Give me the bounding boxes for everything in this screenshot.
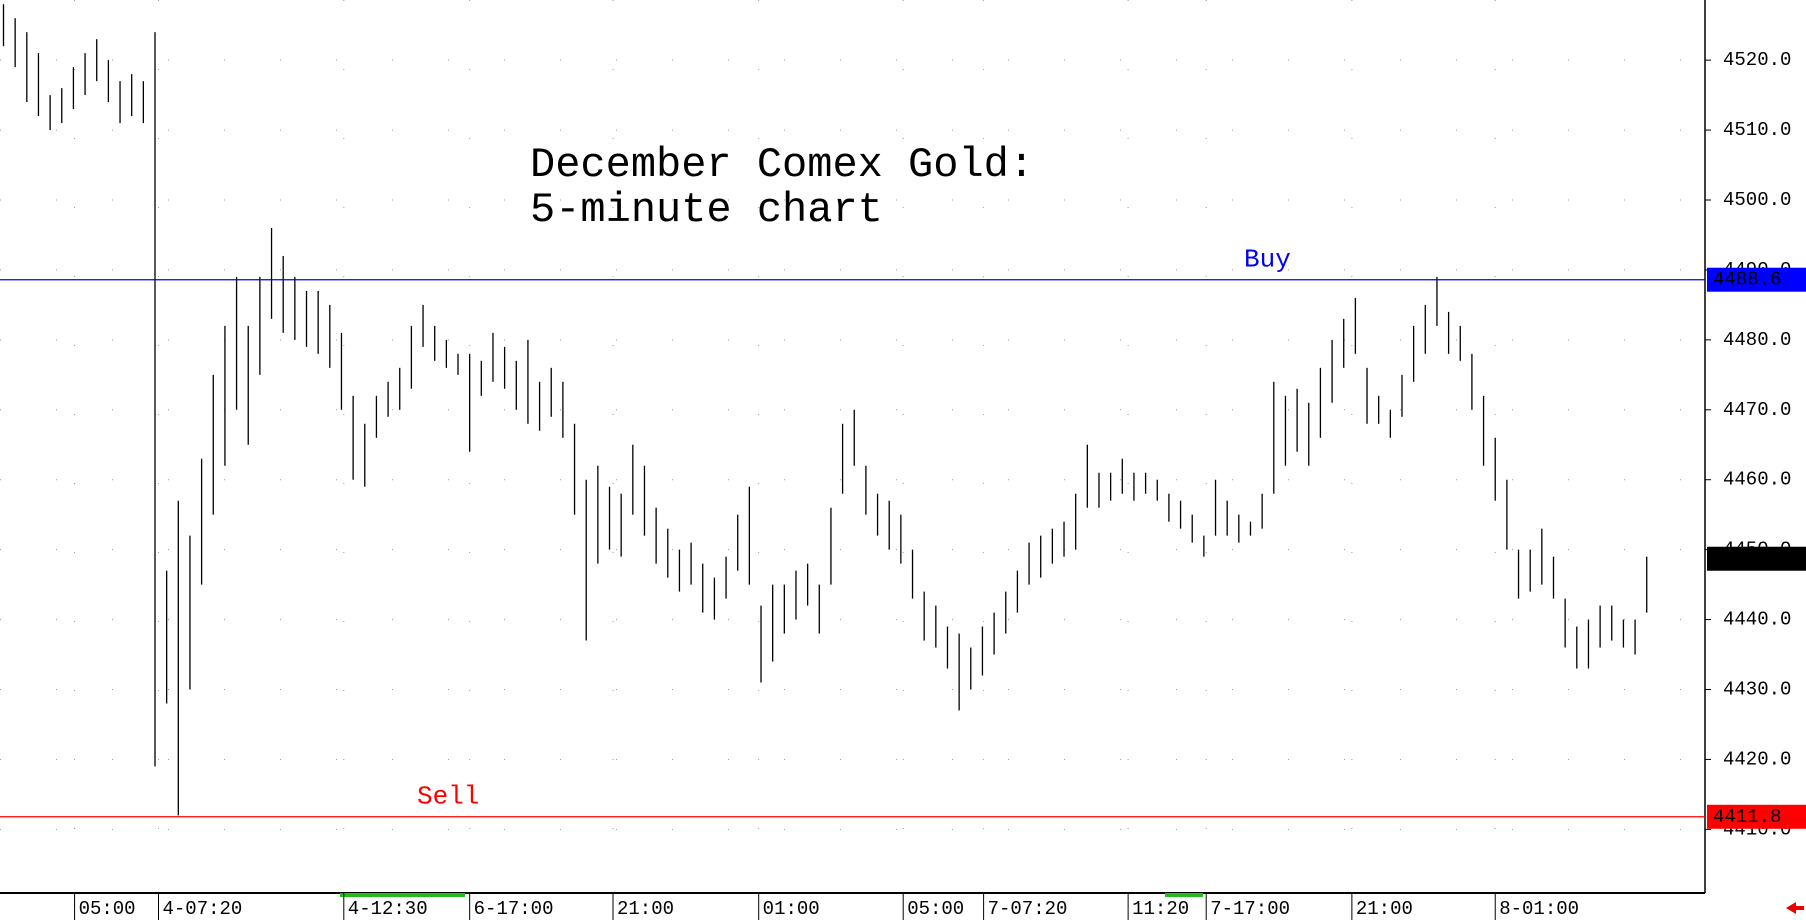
y-tick-label: 4510.0 <box>1723 119 1791 141</box>
y-tick-label: 4430.0 <box>1723 679 1791 701</box>
x-tick-label: 4-12:30 <box>348 898 428 920</box>
x-tick-label: 7-07:20 <box>988 898 1068 920</box>
y-tick-label: 4480.0 <box>1723 329 1791 351</box>
x-tick-label: 01:00 <box>763 898 820 920</box>
chart-subtitle: 5-minute chart <box>530 186 883 234</box>
x-tick-label: 6-17:00 <box>474 898 554 920</box>
x-tick-label: 21:00 <box>1356 898 1413 920</box>
last-price-box <box>1707 546 1806 571</box>
scroll-arrow <box>1786 902 1804 914</box>
y-tick-label: 4420.0 <box>1723 748 1791 770</box>
chart-title: December Comex Gold: <box>530 141 1034 189</box>
price-box <box>1707 267 1806 292</box>
x-tick-label: 21:00 <box>617 898 674 920</box>
y-tick-label: 4500.0 <box>1723 189 1791 211</box>
grid <box>0 0 1705 893</box>
x-tick-label: 4-07:20 <box>162 898 242 920</box>
price-box-label: 4411.8 <box>1713 806 1781 828</box>
last-price-label: 4448.7 <box>1713 548 1781 570</box>
x-tick-label: 8-01:00 <box>1499 898 1579 920</box>
x-tick-label: 05:00 <box>79 898 136 920</box>
signal-label: Buy <box>1244 245 1291 275</box>
y-tick-label: 4440.0 <box>1723 609 1791 631</box>
x-tick-label: 11:20 <box>1132 898 1189 920</box>
session-marker <box>340 893 465 897</box>
bars <box>2 4 1648 816</box>
y-tick-label: 4470.0 <box>1723 399 1791 421</box>
session-marker <box>1165 893 1203 897</box>
x-tick-label: 05:00 <box>907 898 964 920</box>
price-box-label: 4488.6 <box>1713 269 1781 291</box>
y-tick-label: 4460.0 <box>1723 469 1791 491</box>
signal-label: Sell <box>417 782 479 812</box>
price-box <box>1707 804 1806 829</box>
x-tick-label: 7-17:00 <box>1210 898 1290 920</box>
y-tick-label: 4520.0 <box>1723 49 1791 71</box>
